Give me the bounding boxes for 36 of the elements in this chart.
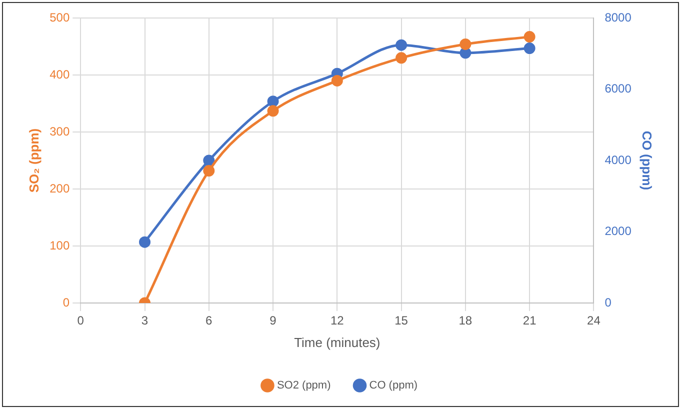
x-tick-label: 18 — [458, 314, 472, 328]
point — [331, 74, 343, 86]
x-tick-label: 3 — [141, 314, 148, 328]
x-tick-label: 6 — [206, 314, 213, 328]
legend-label: CO (ppm) — [369, 380, 418, 392]
point — [267, 96, 279, 108]
y-tick-label: 100 — [50, 238, 70, 252]
x-tick-label: 0 — [77, 314, 84, 328]
legend-label: SO2 (ppm) — [276, 380, 331, 392]
point — [396, 39, 408, 51]
y-tick-label: 300 — [50, 124, 70, 138]
y2-tick-label: 2000 — [604, 224, 632, 238]
y-tick-label: 400 — [50, 67, 70, 82]
point — [524, 31, 536, 43]
x-tick-label: 15 — [394, 314, 408, 328]
x-tick-label: 21 — [522, 314, 537, 328]
x-tick-label: 24 — [587, 314, 601, 328]
y2-tick-label: 8000 — [604, 10, 632, 24]
x-axis-title: Time (minutes) — [294, 334, 380, 350]
x-tick-label: 12 — [330, 314, 344, 328]
y2-axis-title: CO (ppm) — [640, 130, 655, 190]
point — [524, 42, 536, 54]
y-tick-label: 500 — [50, 10, 70, 24]
y-tick-label: 200 — [50, 181, 70, 196]
point — [460, 38, 472, 50]
point — [139, 236, 151, 248]
y2-tick-label: 4000 — [604, 152, 632, 167]
y2-tick-label: 0 — [604, 295, 612, 310]
point — [203, 154, 215, 166]
x-tick-label: 9 — [270, 314, 277, 328]
point — [396, 52, 408, 64]
point — [460, 47, 472, 59]
y-axis-title: SO₂ (ppm) — [26, 128, 42, 193]
y2-tick-label: 6000 — [604, 82, 632, 96]
point — [267, 105, 279, 117]
y-tick-label: 0 — [62, 295, 70, 310]
